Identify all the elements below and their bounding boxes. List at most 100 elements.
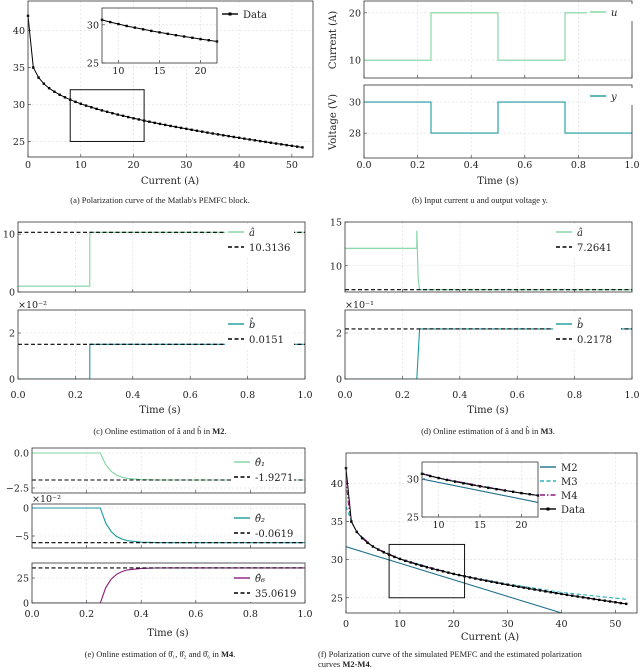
data-point-marker: [137, 118, 141, 121]
legend-label: M4: [561, 491, 578, 502]
legend-label: â: [577, 228, 583, 239]
legend-label: y: [610, 92, 617, 103]
plot-frame: [17, 309, 306, 380]
series-line-u: [364, 12, 632, 61]
x-tick-label: 0.4: [464, 160, 479, 171]
y-tick-label: 15: [330, 218, 342, 229]
data-point-marker: [237, 136, 241, 139]
data-point-marker: [382, 551, 385, 554]
data-point-marker: [158, 31, 161, 34]
y-tick-label: 25: [13, 137, 25, 148]
data-point-marker: [447, 571, 450, 574]
data-point-marker: [243, 137, 246, 140]
data-point-marker: [37, 76, 40, 79]
x-tick-label: 0.8: [240, 390, 255, 401]
caption: (c) Online estimation of â and b̂ in M2.: [93, 425, 226, 436]
x-tick-label: 20: [515, 520, 527, 531]
data-point-marker: [264, 140, 267, 144]
y-tick-label: 20: [349, 8, 361, 19]
data-point-marker: [121, 114, 125, 118]
x-tick-label: 0.8: [567, 390, 582, 401]
plot-frame: [101, 7, 218, 64]
legend-label: -0.0619: [255, 529, 293, 540]
y-tick-label: 0: [23, 599, 29, 610]
data-point-marker: [511, 490, 515, 493]
x-tick-label: 1.0: [624, 390, 639, 401]
data-point-marker: [141, 28, 145, 31]
data-point-marker: [350, 520, 353, 523]
legend-label: â: [249, 228, 255, 239]
data-point-marker: [571, 594, 574, 597]
x-tick-label: 10: [75, 160, 87, 171]
data-point-marker: [63, 96, 67, 99]
data-point-marker: [506, 583, 509, 586]
x-tick-label: 0: [25, 160, 31, 171]
data-point-marker: [457, 573, 461, 577]
data-point-marker: [598, 598, 601, 602]
data-point-marker: [290, 144, 294, 148]
y-tick-label: 30: [331, 555, 343, 566]
x-tick-label: 0: [343, 619, 349, 630]
data-point-marker: [470, 483, 473, 487]
series-line-Data: [422, 473, 538, 497]
legend-background: [587, 88, 635, 105]
x-tick-label: 0.8: [571, 160, 586, 171]
data-point-marker: [452, 572, 455, 576]
data-point-marker: [185, 127, 188, 131]
data-point-marker: [216, 133, 220, 136]
data-point-marker: [116, 113, 119, 116]
data-point-marker: [164, 123, 167, 127]
legend-label: θ̂₁: [255, 458, 265, 469]
caption-model-name: M4: [221, 649, 234, 659]
panel-f-subplot-2: 10 15 20 25 30: [407, 461, 540, 531]
data-point-marker: [200, 130, 204, 133]
caption-text: (f) Polarization curve of the simulated …: [318, 649, 583, 659]
y-tick-label: 0.0: [14, 449, 29, 460]
caption-text: (d) Online estimation of â and b̂ in: [421, 425, 540, 436]
data-point-marker: [409, 561, 412, 564]
x-tick-label: 40: [233, 160, 245, 171]
plot-frame: [344, 309, 633, 380]
data-point-marker: [285, 143, 288, 147]
legend-label: M3: [561, 477, 578, 488]
caption: (e) Online estimation of θ̂₁, θ̂₂ and θ̂…: [85, 649, 236, 659]
x-tick-label: 0.0: [337, 390, 352, 401]
data-point-marker: [158, 122, 162, 126]
data-point-marker: [47, 86, 51, 90]
legend-background: [553, 316, 621, 348]
x-axis-label: Current (A): [461, 632, 519, 643]
data-point-marker: [301, 146, 304, 149]
data-point-marker: [560, 592, 563, 596]
plot-frame: [17, 221, 306, 293]
data-point-marker: [269, 141, 272, 144]
data-point-marker: [479, 578, 482, 581]
legend: θ̂₆ 35.0619: [231, 570, 296, 602]
data-point-marker: [429, 474, 432, 478]
x-tick-label: 20: [448, 619, 460, 630]
data-point-marker: [259, 139, 262, 143]
legend-background: [231, 570, 294, 602]
data-point-marker: [153, 121, 156, 125]
caption-model-name: M2-M4: [342, 659, 370, 668]
series-line-y: [364, 101, 632, 134]
y-axis-label: Current (A): [328, 11, 339, 69]
legend-label: 0.2178: [577, 335, 612, 346]
y-tick-label: 35: [331, 517, 343, 528]
data-point-marker: [222, 134, 225, 137]
x-tick-label: 30: [502, 619, 514, 630]
y-tick-label: 30: [13, 100, 25, 111]
y-tick-label: 30: [87, 20, 99, 31]
legend: â 7.2641: [553, 224, 621, 256]
data-point-marker: [603, 599, 606, 602]
legend-label: Data: [243, 10, 267, 21]
legend: Data: [219, 6, 267, 23]
plot-frame: [31, 447, 306, 494]
x-tick-label: 0.0: [10, 390, 25, 401]
x-tick-label: 15: [474, 520, 486, 531]
y-tick-label: 30: [407, 474, 419, 485]
data-point-marker: [232, 135, 236, 139]
legend-background: [225, 316, 294, 348]
y-tick-label: 30: [349, 98, 361, 109]
data-point-marker: [53, 90, 56, 93]
data-point-marker: [58, 93, 61, 96]
